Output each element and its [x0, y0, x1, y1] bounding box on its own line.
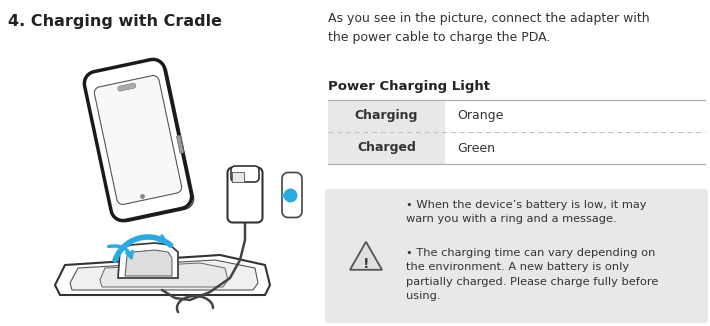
- Polygon shape: [55, 255, 270, 295]
- Text: Orange: Orange: [457, 110, 503, 123]
- Polygon shape: [350, 242, 382, 270]
- Polygon shape: [125, 250, 172, 276]
- Polygon shape: [282, 172, 302, 217]
- Text: Power Charging Light: Power Charging Light: [328, 80, 490, 93]
- Polygon shape: [100, 263, 228, 287]
- Polygon shape: [70, 260, 258, 290]
- Text: !: !: [363, 257, 369, 271]
- Polygon shape: [94, 76, 182, 204]
- Text: Charged: Charged: [357, 141, 416, 155]
- Polygon shape: [231, 166, 259, 182]
- Bar: [445, 100, 705, 132]
- Polygon shape: [118, 83, 136, 91]
- Text: Charging: Charging: [355, 110, 418, 123]
- Bar: [328, 132, 445, 164]
- Text: • When the device’s battery is low, it may
warn you with a ring and a message.: • When the device’s battery is low, it m…: [406, 200, 647, 224]
- Text: Green: Green: [457, 141, 495, 155]
- Text: As you see in the picture, connect the adapter with
the power cable to charge th: As you see in the picture, connect the a…: [328, 12, 650, 44]
- Bar: [328, 100, 445, 132]
- Polygon shape: [227, 168, 263, 223]
- Text: • The charging time can vary depending on
the environment. A new battery is only: • The charging time can vary depending o…: [406, 248, 658, 301]
- Polygon shape: [118, 243, 178, 278]
- Polygon shape: [84, 59, 192, 221]
- Polygon shape: [177, 135, 184, 154]
- FancyBboxPatch shape: [325, 189, 708, 323]
- Text: 4. Charging with Cradle: 4. Charging with Cradle: [8, 14, 222, 29]
- Bar: [232, 172, 244, 182]
- Bar: [445, 132, 705, 164]
